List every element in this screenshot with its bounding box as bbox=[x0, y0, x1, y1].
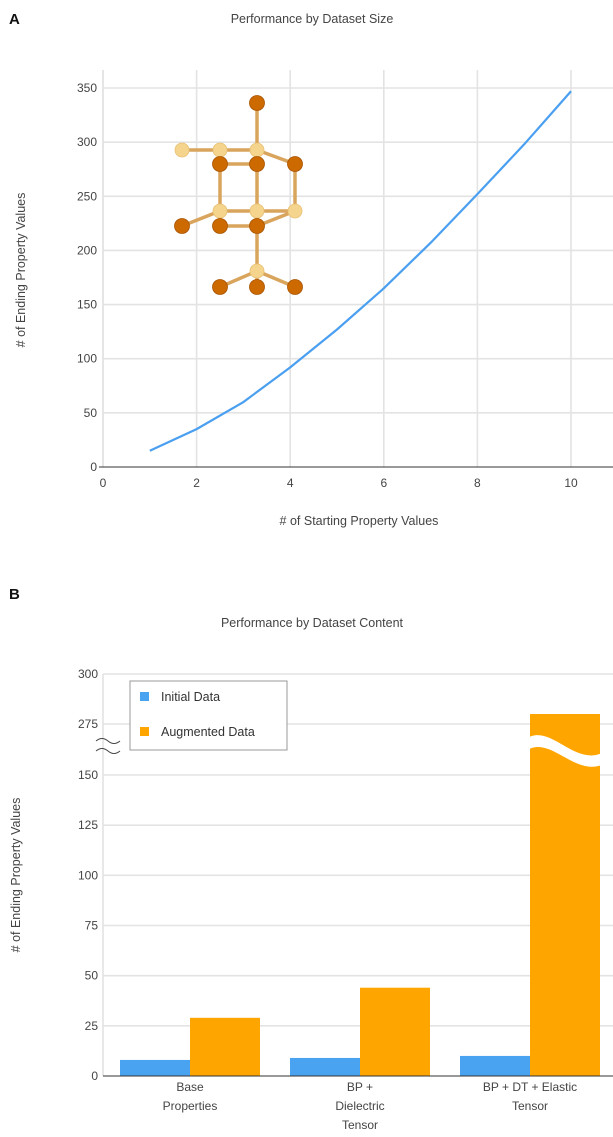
molecule-atom bbox=[249, 203, 265, 219]
y-tick-label: 200 bbox=[77, 243, 97, 257]
molecule-atom bbox=[287, 156, 303, 172]
bar-initial bbox=[120, 1059, 190, 1076]
molecule-atom bbox=[212, 218, 228, 234]
molecule-atom bbox=[249, 279, 265, 295]
molecule-atom bbox=[212, 203, 228, 219]
y-tick-label: 25 bbox=[85, 1019, 99, 1033]
legend-swatch bbox=[140, 727, 149, 736]
chart-b-grid bbox=[102, 673, 613, 1076]
y-tick-label: 125 bbox=[78, 818, 98, 832]
molecule-atom bbox=[249, 218, 265, 234]
x-tick-label: BP + Dielectric Tensor bbox=[335, 1080, 384, 1132]
bar-initial bbox=[460, 1055, 530, 1076]
y-tick-label: 50 bbox=[85, 969, 99, 983]
y-tick-label: 150 bbox=[77, 298, 97, 312]
chart-b-legend: Initial Data Augmented Data bbox=[129, 680, 288, 751]
y-tick-label: 100 bbox=[78, 868, 98, 882]
molecule-atom bbox=[212, 156, 228, 172]
molecule-atom bbox=[174, 218, 190, 234]
y-tick-label: 300 bbox=[78, 667, 98, 681]
chart-a-y-label: # of Ending Property Values bbox=[14, 193, 28, 348]
bar-break-wave bbox=[526, 735, 604, 767]
y-tick-label: 0 bbox=[90, 460, 97, 474]
chart-a-grid bbox=[102, 70, 613, 467]
chart-a-title: Performance by Dataset Size bbox=[231, 12, 394, 26]
molecule-atom bbox=[249, 263, 265, 279]
chart-b-y-label: # of Ending Property Values bbox=[9, 798, 23, 953]
molecule-atom bbox=[174, 142, 190, 158]
x-tick-label: 0 bbox=[100, 476, 107, 490]
chart-b-title: Performance by Dataset Content bbox=[221, 616, 404, 630]
chart-b-x-ticks: Base Properties BP + Dielectric Tensor BP + D… bbox=[163, 1080, 577, 1132]
bar-augmented bbox=[190, 1017, 260, 1076]
x-tick-label: 2 bbox=[193, 476, 200, 490]
y-tick-label: 75 bbox=[85, 919, 99, 933]
x-tick-label: 8 bbox=[474, 476, 481, 490]
chart-a-x-label: # of Starting Property Values bbox=[280, 514, 439, 528]
panel-b-letter: B bbox=[9, 586, 20, 603]
molecule-atom bbox=[287, 279, 303, 295]
x-tick-label: 4 bbox=[287, 476, 294, 490]
molecule-atom bbox=[249, 142, 265, 158]
legend-swatch bbox=[140, 692, 149, 701]
legend-label: Initial Data bbox=[161, 690, 220, 704]
molecule-atom bbox=[212, 142, 228, 158]
axis-break-mark bbox=[95, 748, 121, 754]
molecule-atom bbox=[249, 95, 265, 111]
y-tick-label: 50 bbox=[84, 406, 98, 420]
bar-augmented bbox=[360, 987, 430, 1076]
y-tick-label: 250 bbox=[77, 189, 97, 203]
panel-a-letter: A bbox=[9, 11, 20, 28]
y-tick-label: 100 bbox=[77, 352, 97, 366]
y-tick-label: 300 bbox=[77, 135, 97, 149]
x-tick-label: Base Properties bbox=[163, 1080, 218, 1113]
legend-box bbox=[129, 680, 288, 751]
y-tick-label: 150 bbox=[78, 768, 98, 782]
chart-a-y-ticks: 0 50 100 150 200 250 300 350 bbox=[77, 81, 97, 474]
molecule-atom bbox=[249, 156, 265, 172]
x-tick-label: 10 bbox=[564, 476, 578, 490]
molecule-atom bbox=[212, 279, 228, 295]
molecule-atom bbox=[287, 203, 303, 219]
y-tick-label: 350 bbox=[77, 81, 97, 95]
x-tick-label: BP + DT + Elastic Tensor bbox=[483, 1080, 577, 1113]
y-tick-label: 275 bbox=[78, 717, 98, 731]
x-tick-label: 6 bbox=[380, 476, 387, 490]
chart-b-bars bbox=[120, 714, 604, 1076]
axis-break-symbol bbox=[95, 738, 121, 754]
chart-a-series-line bbox=[149, 90, 572, 452]
molecular-structure-image bbox=[174, 95, 303, 295]
axis-break-mark bbox=[95, 738, 121, 744]
bar-augmented bbox=[530, 714, 600, 1076]
y-tick-label: 0 bbox=[91, 1069, 98, 1083]
chart-a-x-ticks: 0 2 4 6 8 10 bbox=[100, 476, 578, 490]
legend-label: Augmented Data bbox=[161, 725, 255, 739]
chart-b-y-ticks: 0 25 50 75 100 125 150 275 300 bbox=[78, 667, 98, 1083]
bar-initial bbox=[290, 1057, 360, 1076]
